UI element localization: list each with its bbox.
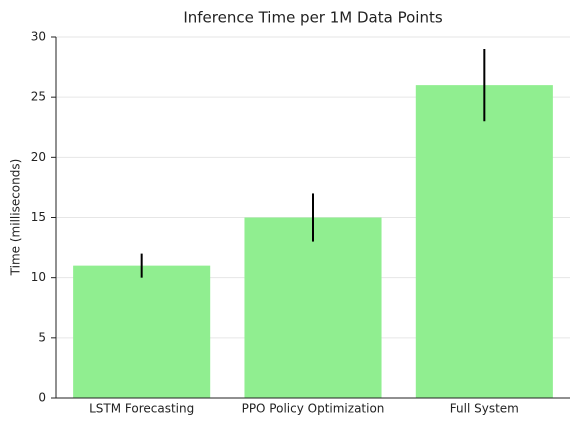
x-tick-label: PPO Policy Optimization [242, 402, 385, 416]
x-tick-label: LSTM Forecasting [89, 402, 194, 416]
bar [73, 265, 211, 398]
y-tick-label: 5 [38, 330, 46, 344]
bar [415, 85, 553, 398]
bar [244, 217, 382, 398]
y-tick-label: 30 [31, 30, 46, 44]
y-tick-label: 10 [31, 270, 46, 284]
y-tick-label: 15 [31, 210, 46, 224]
y-tick-label: 20 [31, 150, 46, 164]
chart-title: Inference Time per 1M Data Points [183, 9, 442, 27]
y-tick-label: 0 [38, 391, 46, 405]
x-tick-label: Full System [450, 402, 519, 416]
y-tick-label: 25 [31, 90, 46, 104]
y-axis-label: Time (milliseconds) [9, 159, 23, 277]
